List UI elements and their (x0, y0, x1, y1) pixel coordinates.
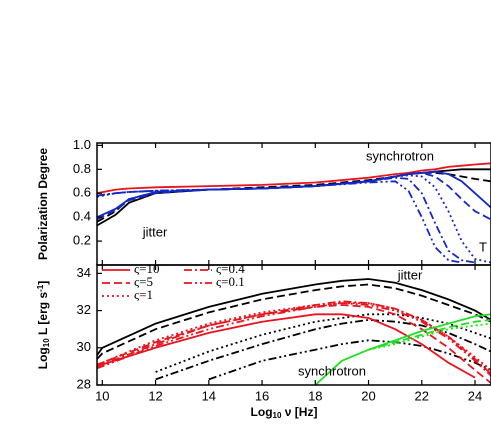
series-line (97, 162, 491, 195)
y-tick-label: 0.6 (73, 185, 91, 200)
legend-label: ς=10 (134, 261, 159, 276)
y-axis-label-part: L [erg s (36, 292, 50, 339)
series-line (155, 313, 491, 373)
y-tick-label: 34 (77, 265, 91, 280)
y-tick-label: 28 (77, 376, 91, 391)
y-axis-label-part: -1 (36, 284, 45, 292)
x-tick-label: 12 (148, 388, 162, 403)
annotation: synchrotron (298, 363, 366, 378)
x-axis-label-part: Log (251, 405, 273, 419)
x-tick-label: 10 (95, 388, 109, 403)
x-axis-label: Log10 ν [Hz] (251, 405, 318, 419)
legend-label: ς=5 (134, 274, 153, 289)
annotation: T (479, 239, 487, 254)
x-tick-label: 22 (415, 388, 429, 403)
series-line (97, 171, 491, 221)
annotation: synchrotron (366, 148, 434, 163)
y-axis-label: Polarization Degree (36, 148, 50, 260)
x-tick-label: 16 (255, 388, 269, 403)
plot-area (97, 162, 491, 264)
annotation: jitter (142, 224, 168, 239)
legend-label: ς=0.4 (216, 261, 245, 276)
series-line (97, 302, 491, 377)
x-axis-label-part: ν [Hz] (281, 405, 317, 419)
y-tick-label: 1.0 (73, 137, 91, 152)
x-tick-label: 20 (361, 388, 375, 403)
y-tick-label: 30 (77, 339, 91, 354)
x-tick-label: 24 (468, 388, 482, 403)
y-axis-label-part: Log (36, 347, 50, 369)
x-tick-label: 18 (308, 388, 322, 403)
series-line (97, 300, 491, 375)
series-line (97, 313, 476, 379)
legend-label: ς=1 (134, 287, 153, 302)
series-line (97, 176, 476, 264)
series-line (97, 283, 491, 360)
series-line (97, 304, 491, 384)
y-axis-label: Log10 L [erg s-1] (36, 281, 51, 370)
y-axis-label-part: ] (36, 281, 50, 285)
y-tick-label: 0.4 (73, 209, 91, 224)
legend-label: ς=0.1 (216, 274, 245, 289)
y-tick-label: 0.8 (73, 161, 91, 176)
series-line (97, 170, 491, 219)
series-line (368, 319, 491, 351)
x-tick-label: 14 (202, 388, 216, 403)
y-axis-label-part: 10 (42, 338, 51, 347)
y-tick-label: 32 (77, 302, 91, 317)
series-line (97, 174, 491, 264)
plot-frame (96, 264, 491, 386)
series-line (97, 278, 491, 356)
y-tick-label: 0.2 (73, 233, 91, 248)
plot-area (97, 278, 491, 385)
x-axis-label-part: 10 (273, 411, 282, 420)
annotation: jitter (397, 267, 423, 282)
series-line (314, 313, 491, 385)
